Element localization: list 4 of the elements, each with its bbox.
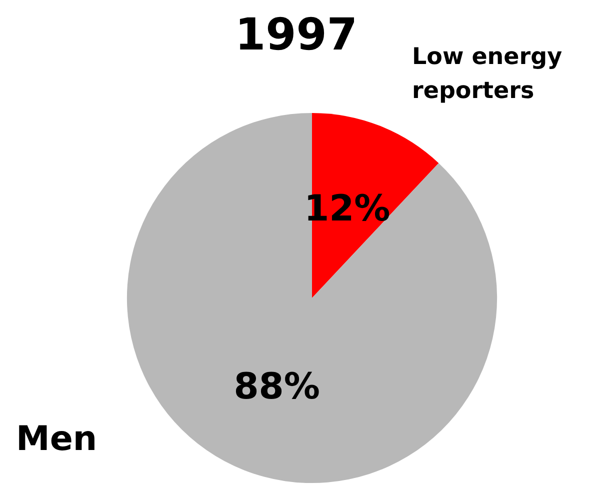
data-label: 88% [234, 366, 320, 408]
text: Men [16, 419, 98, 459]
slice-label: Low energy reporters [412, 44, 570, 104]
chart-title: 1997 [235, 10, 358, 60]
